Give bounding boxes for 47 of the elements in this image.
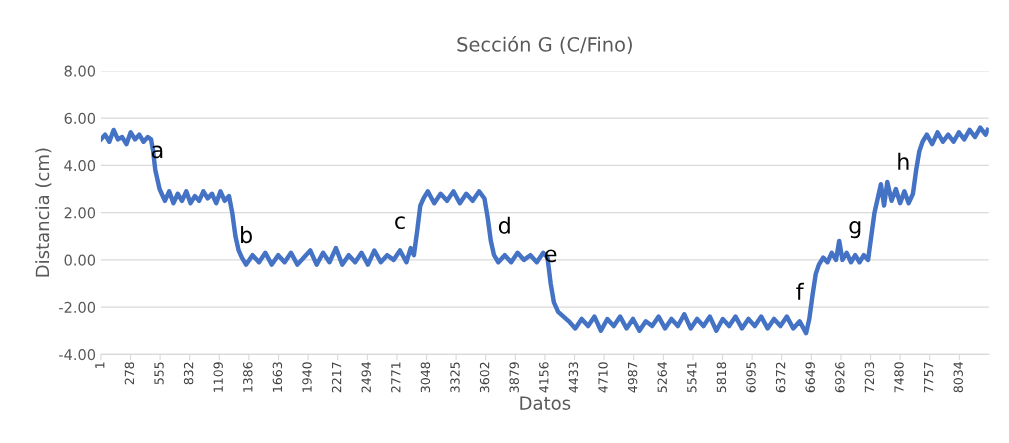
y-tick-label: -2.00 <box>59 301 96 313</box>
x-tick-label: 7203 <box>864 362 875 393</box>
line-series <box>100 125 989 336</box>
y-tick-label: 6.00 <box>64 112 96 124</box>
x-tick-label: 5541 <box>687 362 697 393</box>
x-axis-title: Datos <box>520 396 571 410</box>
x-tick-label: 1 <box>95 362 105 368</box>
x-tick-label: 6372 <box>775 362 786 393</box>
x-tick-label: 4987 <box>627 362 638 393</box>
x-tick-label: 6926 <box>835 362 845 393</box>
x-tick-label: 3879 <box>509 362 519 393</box>
x-tick-label: 7757 <box>924 362 934 393</box>
x-tick-label: 1940 <box>302 362 312 392</box>
y-tick-label: 8.00 <box>64 65 96 77</box>
x-tick-label: 3048 <box>420 362 431 393</box>
chart-title: Sección G (C/Fino) <box>457 35 632 54</box>
x-tick-label: 278 <box>124 362 135 385</box>
x-tick-label: 7480 <box>894 362 904 393</box>
x-tick-label: 5264 <box>657 362 667 393</box>
x-tick-label: 555 <box>154 362 164 385</box>
x-tick-label: 3602 <box>479 362 490 393</box>
x-tick-label: 832 <box>183 362 194 385</box>
x-tick-label: 4710 <box>598 362 608 393</box>
x-tick-label: 1663 <box>272 362 283 392</box>
y-tick-label: 4.00 <box>64 160 96 172</box>
x-tick-label: 6095 <box>746 362 756 393</box>
x-tick-label: 2771 <box>391 362 401 393</box>
x-tick-label: 1109 <box>213 362 223 392</box>
x-tick-label: 2217 <box>331 362 342 393</box>
y-tick-label: -4.00 <box>59 349 96 361</box>
x-tick-label: 4156 <box>539 362 549 393</box>
annotation: g <box>849 221 861 239</box>
x-tick-label: 2494 <box>361 362 371 393</box>
y-tick-label: 2.00 <box>64 207 96 219</box>
y-tick-label: 0.00 <box>64 254 96 266</box>
annotation: b <box>241 226 252 244</box>
annotation: f <box>796 282 805 300</box>
x-tick-label: 8034 <box>953 362 963 393</box>
x-tick-label: 6649 <box>805 362 815 393</box>
x-tick-label: 4433 <box>568 362 579 393</box>
x-tick-label: 3325 <box>450 362 460 393</box>
annotation: c <box>395 216 405 230</box>
x-tick-label: 1386 <box>243 362 253 392</box>
annotation: d <box>498 216 510 234</box>
y-axis-title: Distancia (cm) <box>35 148 52 277</box>
annotation: h <box>898 152 909 170</box>
x-tick-label: 5818 <box>716 362 727 393</box>
